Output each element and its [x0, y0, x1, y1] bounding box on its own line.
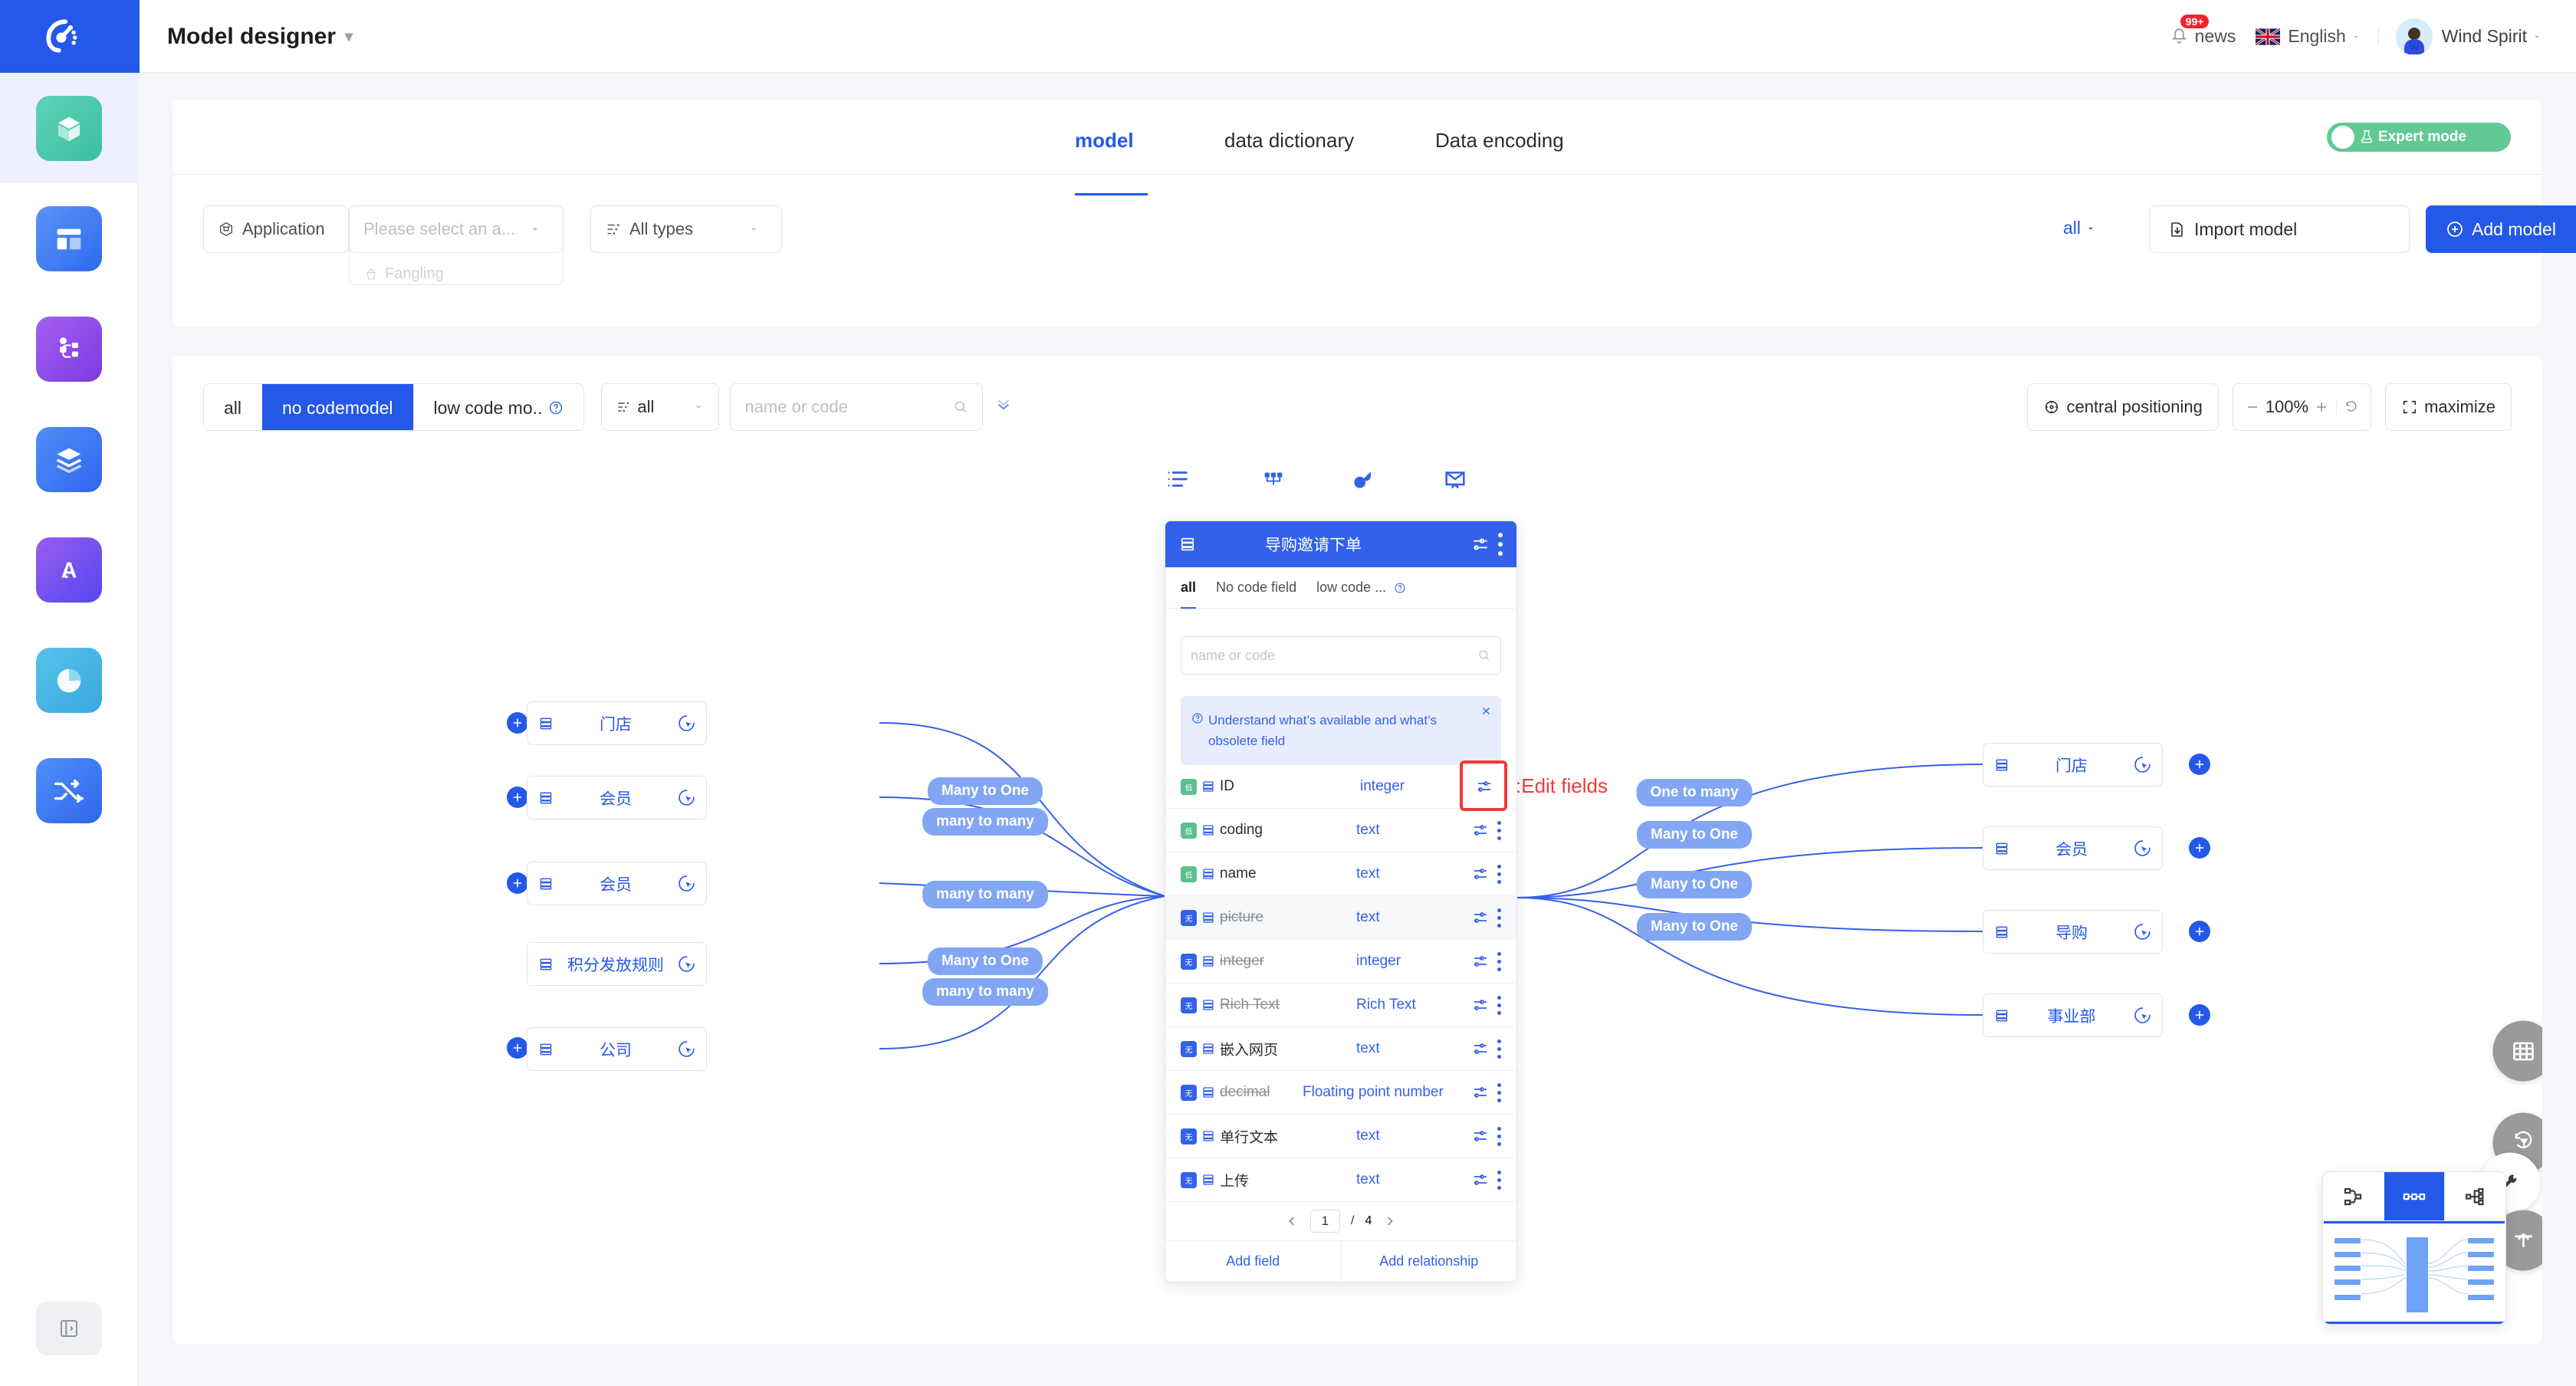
- svg-text:A: A: [61, 558, 77, 583]
